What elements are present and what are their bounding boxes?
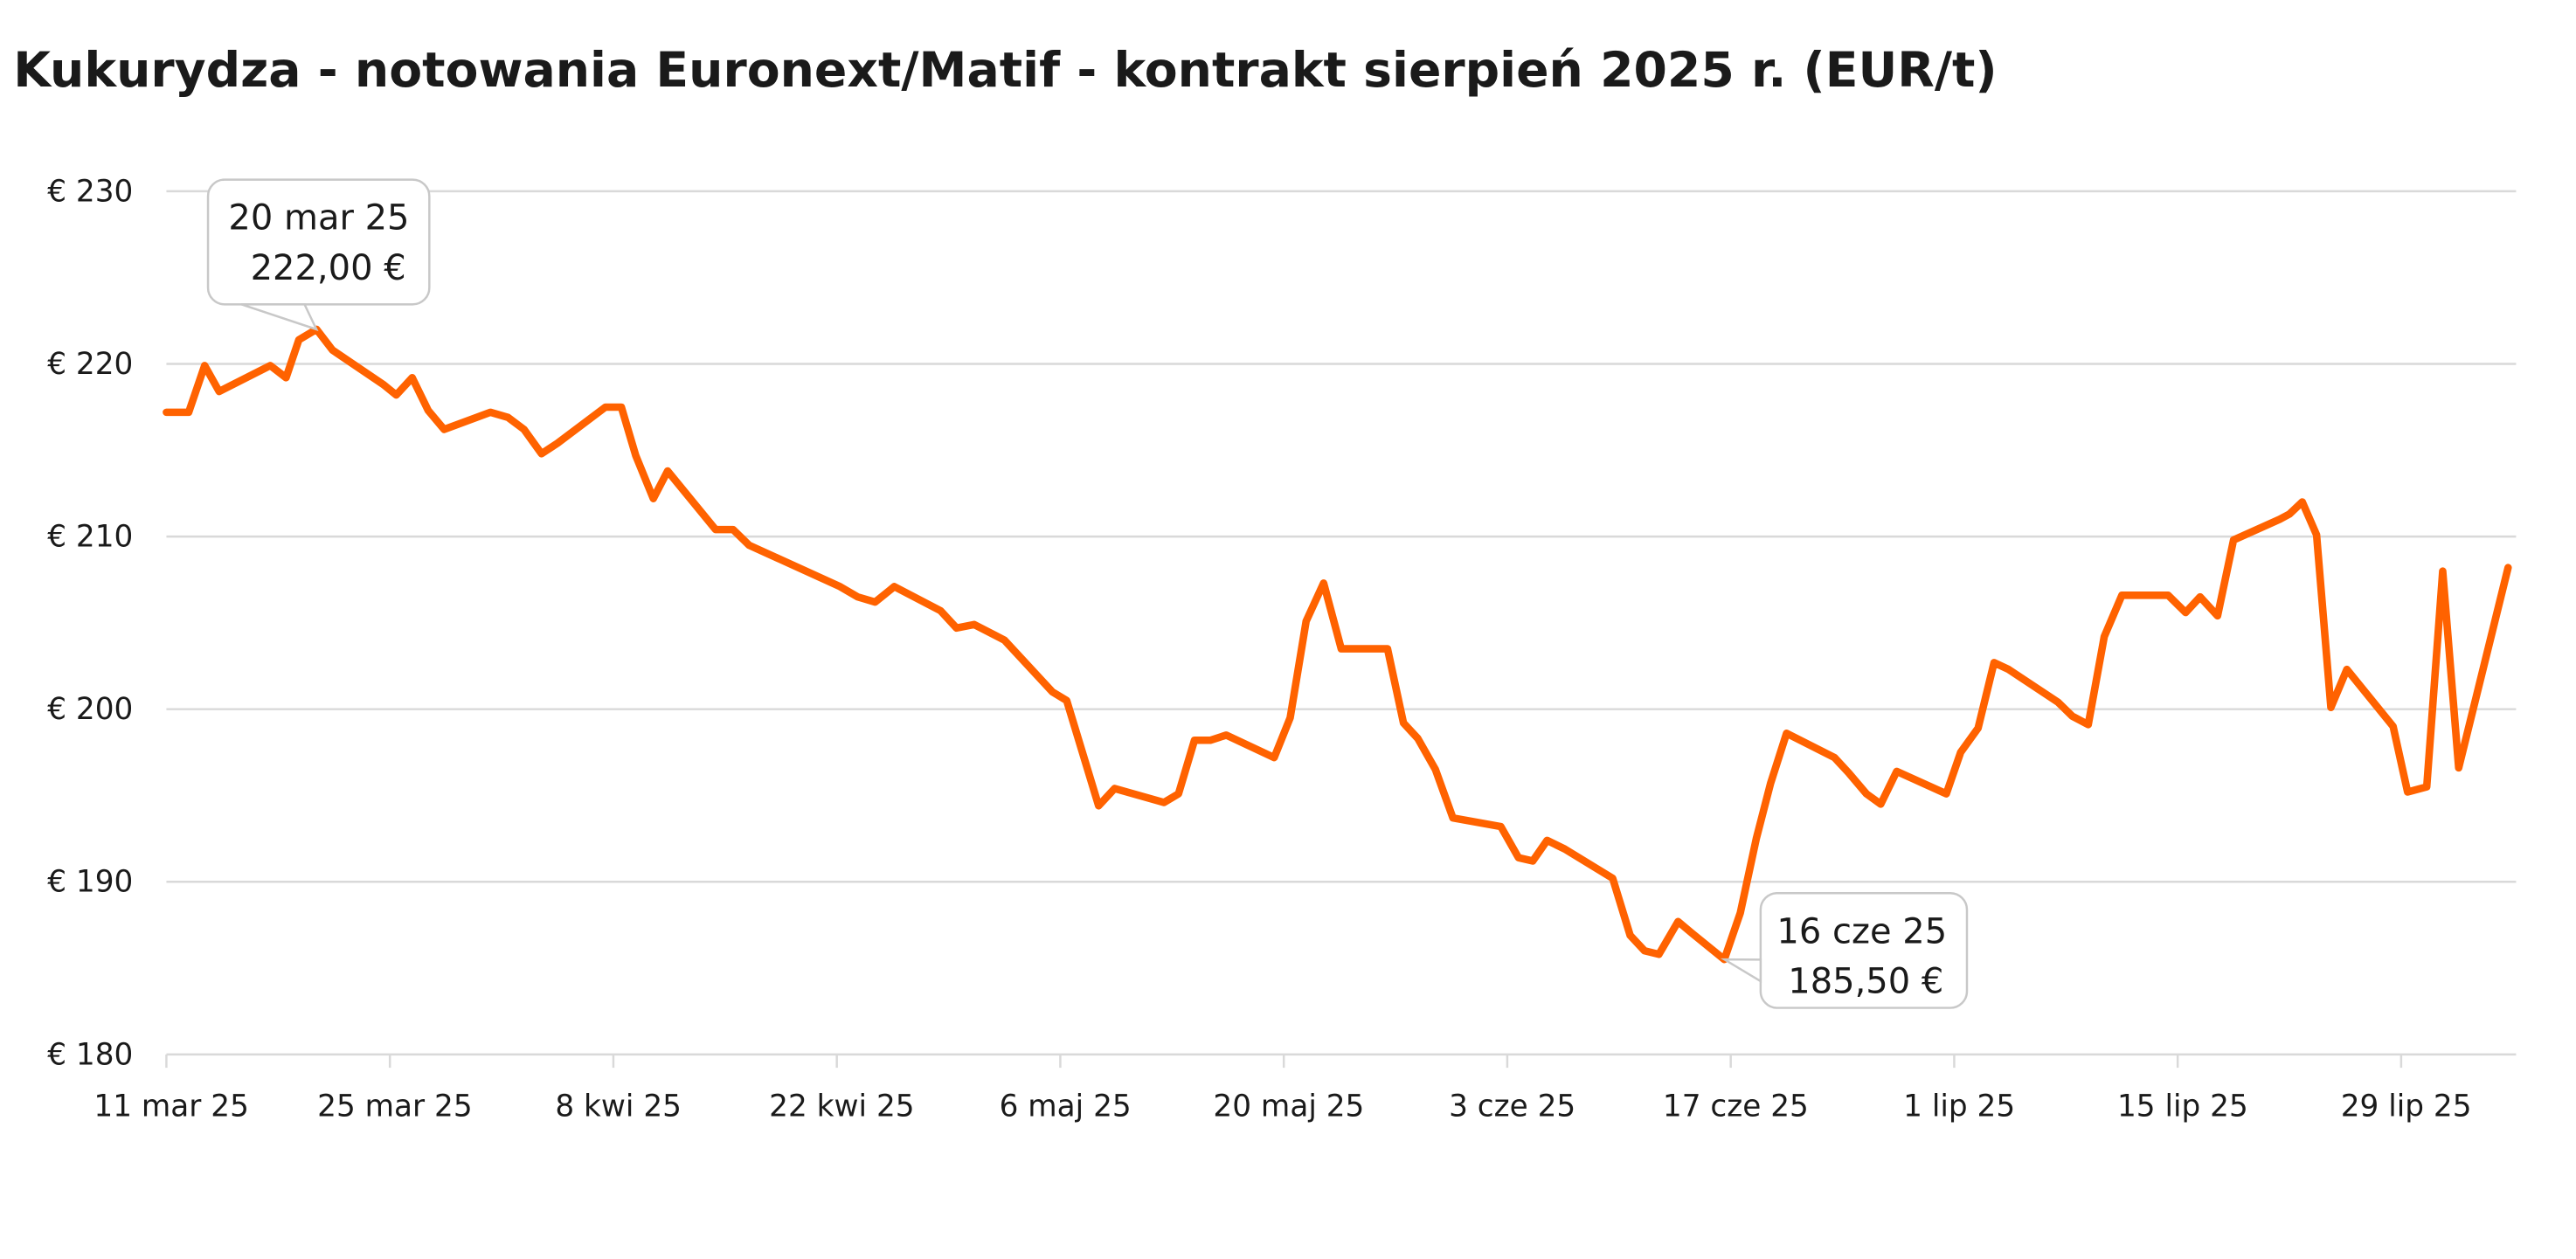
y-tick-label: € 230 xyxy=(47,174,133,209)
y-tick-label: € 180 xyxy=(47,1037,133,1072)
y-tick-label: € 210 xyxy=(47,520,133,555)
x-tick-label: 1 lip 25 xyxy=(1903,1089,2015,1124)
x-tick-label: 11 mar 25 xyxy=(93,1089,248,1124)
x-tick-label: 15 lip 25 xyxy=(2117,1089,2248,1124)
callout-box xyxy=(206,178,431,306)
callout-box xyxy=(1759,891,1969,1009)
annotation-callout: 20 mar 25 222,00 € xyxy=(206,178,431,332)
x-tick-label: 25 mar 25 xyxy=(317,1089,472,1124)
annotation-callout: 16 cze 25 185,50 € xyxy=(1720,891,1969,1009)
x-tick-label: 22 kwi 25 xyxy=(769,1089,914,1124)
callout-pointer xyxy=(240,303,319,332)
price-line xyxy=(163,325,2512,964)
x-tick-label: 6 maj 25 xyxy=(1000,1089,1132,1124)
y-axis: € 230 € 220 € 210 € 200 € 190 € 180 xyxy=(47,174,133,1072)
callout-date: 20 mar 25 xyxy=(228,198,409,239)
callout-value: 222,00 € xyxy=(251,248,406,288)
x-tick-label: 3 cze 25 xyxy=(1449,1089,1575,1124)
callout-value: 185,50 € xyxy=(1788,961,1943,1001)
y-tick-label: € 220 xyxy=(47,347,133,382)
chart-title: Kukurydza - notowania Euronext/Matif - k… xyxy=(13,43,1997,99)
x-tick-label: 20 maj 25 xyxy=(1213,1089,1364,1124)
annotations: 20 mar 25 222,00 € 16 cze 25 185,50 € xyxy=(206,178,1969,1009)
x-tick-label: 29 lip 25 xyxy=(2341,1089,2472,1124)
series xyxy=(163,325,2512,964)
x-tick-label: 8 kwi 25 xyxy=(555,1089,682,1124)
y-tick-label: € 190 xyxy=(47,865,133,900)
y-tick-label: € 200 xyxy=(47,692,133,727)
x-axis: 11 mar 25 25 mar 25 8 kwi 25 22 kwi 25 6 maj… xyxy=(93,1054,2472,1124)
callout-date: 16 cze 25 xyxy=(1776,911,1947,951)
x-tick-label: 17 cze 25 xyxy=(1663,1089,1809,1124)
callout-pointer xyxy=(1720,958,1762,984)
gridlines xyxy=(166,190,2517,1056)
